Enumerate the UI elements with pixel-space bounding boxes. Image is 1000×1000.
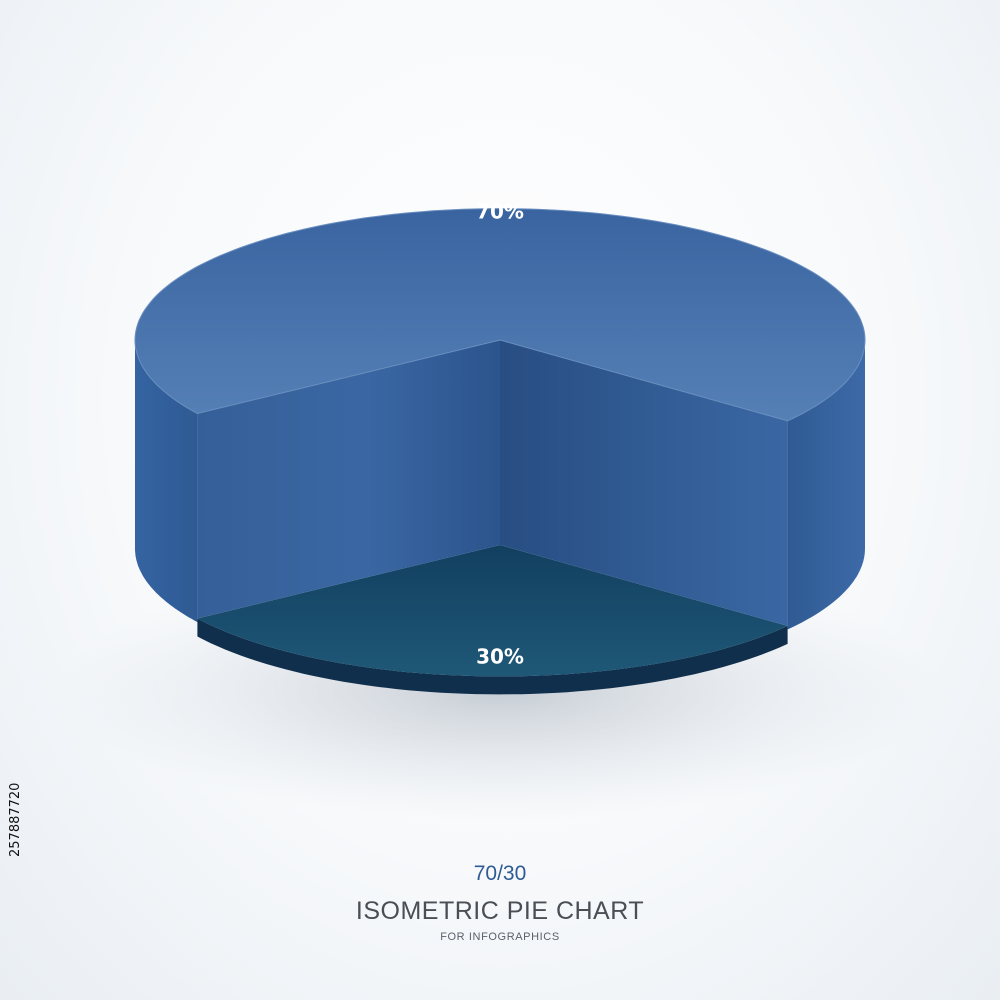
chart-title: ISOMETRIC PIE CHART [355,897,645,925]
ratio-caption: 70/30 [473,862,527,885]
pie-cut-wall-left [197,340,500,619]
pie-outer-wall-left [135,340,198,623]
chart-subtitle: FOR INFOGRAPHICS [440,931,560,943]
slice-30-label: 30% [476,645,524,669]
slice-30-rim [197,618,788,695]
slice-70-top [134,208,866,422]
stock-image-id: 257887720 [8,782,23,858]
slice-30-top [197,545,788,677]
pie-cut-wall-right [500,340,788,626]
slice-70-label: 70% [476,200,524,224]
pie-outer-wall-right [787,340,865,630]
